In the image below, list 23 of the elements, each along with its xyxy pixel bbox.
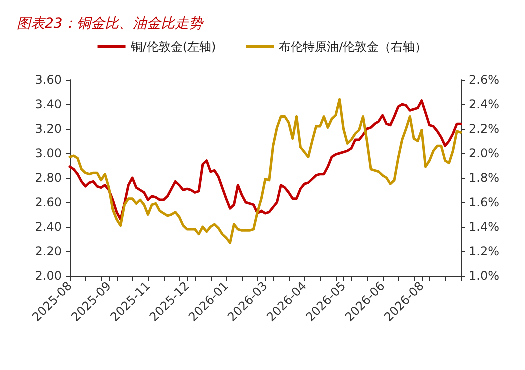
y-tick-label: 2.40 xyxy=(35,220,62,234)
y2-tick-label: 2.2% xyxy=(469,122,500,136)
line-series xyxy=(68,98,462,244)
y2-tick-label: 1.2% xyxy=(469,244,500,258)
y-tick-label: 2.80 xyxy=(35,171,62,185)
y2-tick-label: 2.0% xyxy=(469,146,500,160)
y2-tick-label: 1.4% xyxy=(469,220,500,234)
y-tick-label: 2.20 xyxy=(35,244,62,258)
legend-label: 铜/伦敦金(左轴) xyxy=(130,40,216,54)
y-tick-label: 3.00 xyxy=(35,146,62,160)
y-tick-label: 3.20 xyxy=(35,122,62,136)
chart-title: 图表23：铜金比、油金比走势 xyxy=(17,16,205,32)
y2-tick-label: 1.6% xyxy=(469,196,500,210)
y2-tick-label: 2.4% xyxy=(469,98,500,112)
y2-tick-label: 1.8% xyxy=(469,171,500,185)
y-tick-label: 2.60 xyxy=(35,196,62,210)
y2-tick-label: 2.6% xyxy=(469,73,500,87)
line-series xyxy=(68,100,462,221)
legend-label: 布伦特原油/伦敦金（右轴） xyxy=(279,40,428,54)
y-tick-label: 3.60 xyxy=(35,73,62,87)
y-tick-label: 2.00 xyxy=(35,269,62,283)
y2-tick-label: 1.0% xyxy=(469,269,500,283)
y-tick-label: 3.40 xyxy=(35,98,62,112)
